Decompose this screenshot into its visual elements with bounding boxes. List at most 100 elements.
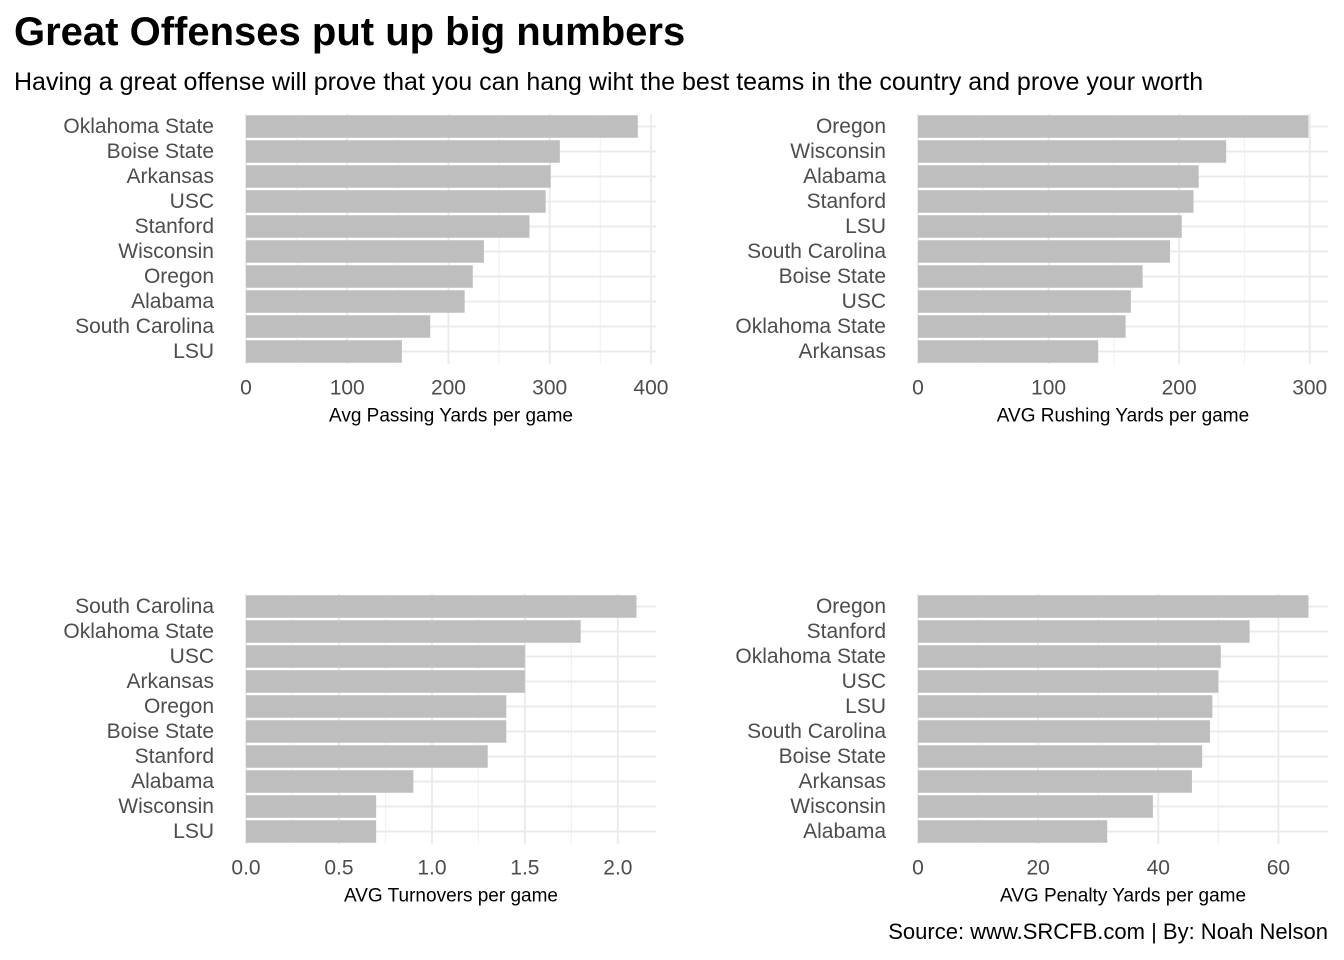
- category-label: LSU: [845, 215, 886, 238]
- category-label: USC: [170, 190, 214, 213]
- bar-oklahoma-state: [246, 620, 581, 643]
- x-tick-label: 400: [633, 377, 668, 400]
- source-caption: Source: www.SRCFB.com | By: Noah Nelson: [888, 919, 1328, 944]
- bar-oregon: [246, 265, 473, 288]
- bar-lsu: [918, 695, 1213, 718]
- x-tick-label: 0: [912, 377, 924, 400]
- category-label: Stanford: [135, 745, 214, 768]
- x-tick-label: 0: [912, 857, 924, 880]
- bar-usc: [918, 290, 1131, 313]
- x-tick-label: 300: [1292, 377, 1327, 400]
- category-label: Wisconsin: [118, 795, 214, 818]
- category-label: Boise State: [779, 745, 886, 768]
- bar-stanford: [246, 215, 530, 238]
- x-tick-label: 2.0: [603, 857, 632, 880]
- bar-arkansas: [918, 340, 1099, 363]
- bar-lsu: [246, 820, 377, 843]
- category-label: Wisconsin: [790, 795, 886, 818]
- category-label: South Carolina: [747, 240, 886, 263]
- category-label: Boise State: [107, 720, 214, 743]
- category-label: Arkansas: [126, 670, 214, 693]
- category-label: Alabama: [803, 820, 886, 843]
- category-label: South Carolina: [747, 720, 886, 743]
- bar-lsu: [918, 215, 1182, 238]
- category-label: Alabama: [803, 165, 886, 188]
- bar-arkansas: [246, 165, 551, 188]
- x-tick-label: 200: [431, 377, 466, 400]
- bar-south-carolina: [246, 595, 637, 618]
- bar-arkansas: [246, 670, 525, 693]
- category-label: LSU: [845, 695, 886, 718]
- bar-boise-state: [918, 745, 1203, 768]
- bar-boise-state: [246, 720, 507, 743]
- bar-oklahoma-state: [918, 645, 1221, 668]
- x-tick-label: 1.0: [417, 857, 446, 880]
- category-label: Oklahoma State: [735, 645, 886, 668]
- category-label: Boise State: [779, 265, 886, 288]
- x-axis-title: AVG Rushing Yards per game: [997, 406, 1249, 427]
- x-tick-label: 0: [240, 377, 252, 400]
- bar-usc: [246, 190, 546, 213]
- bar-south-carolina: [918, 240, 1171, 263]
- bar-boise-state: [918, 265, 1143, 288]
- x-tick-label: 200: [1162, 377, 1197, 400]
- bar-oklahoma-state: [918, 315, 1126, 338]
- category-label: Stanford: [135, 215, 214, 238]
- bar-oregon: [246, 695, 507, 718]
- category-label: Oklahoma State: [63, 620, 214, 643]
- category-label: Arkansas: [798, 340, 886, 363]
- category-label: USC: [842, 670, 886, 693]
- bar-south-carolina: [918, 720, 1210, 743]
- bar-wisconsin: [918, 795, 1153, 818]
- bar-stanford: [918, 190, 1194, 213]
- category-label: Wisconsin: [790, 140, 886, 163]
- bar-wisconsin: [246, 795, 377, 818]
- x-tick-label: 20: [1026, 857, 1049, 880]
- x-tick-label: 100: [330, 377, 365, 400]
- x-tick-label: 100: [1031, 377, 1066, 400]
- x-tick-label: 1.5: [510, 857, 539, 880]
- x-tick-label: 300: [532, 377, 567, 400]
- bar-stanford: [918, 620, 1250, 643]
- bar-oregon: [918, 115, 1309, 138]
- category-label: USC: [170, 645, 214, 668]
- category-label: Oregon: [144, 265, 214, 288]
- x-tick-label: 0.5: [324, 857, 353, 880]
- bar-alabama: [918, 165, 1199, 188]
- category-label: LSU: [173, 820, 214, 843]
- bar-boise-state: [246, 140, 560, 163]
- bar-usc: [246, 645, 525, 668]
- category-label: Wisconsin: [118, 240, 214, 263]
- category-label: Oklahoma State: [735, 315, 886, 338]
- bar-wisconsin: [918, 140, 1227, 163]
- category-label: South Carolina: [75, 595, 214, 618]
- category-label: Alabama: [131, 770, 214, 793]
- bar-south-carolina: [246, 315, 431, 338]
- category-label: LSU: [173, 340, 214, 363]
- category-label: Stanford: [807, 190, 886, 213]
- category-label: Stanford: [807, 620, 886, 643]
- category-label: Oregon: [816, 595, 886, 618]
- category-label: Oregon: [816, 115, 886, 138]
- bar-arkansas: [918, 770, 1192, 793]
- bar-oregon: [918, 595, 1309, 618]
- x-axis-title: Avg Passing Yards per game: [329, 406, 573, 427]
- bar-oklahoma-state: [246, 115, 638, 138]
- x-tick-label: 60: [1267, 857, 1290, 880]
- x-tick-label: 0.0: [231, 857, 260, 880]
- x-tick-label: 40: [1147, 857, 1170, 880]
- page-subtitle: Having a great offense will prove that y…: [14, 68, 1204, 96]
- x-axis-title: AVG Penalty Yards per game: [1000, 886, 1246, 907]
- category-label: Arkansas: [126, 165, 214, 188]
- category-label: Arkansas: [798, 770, 886, 793]
- bar-alabama: [918, 820, 1108, 843]
- bar-alabama: [246, 290, 465, 313]
- page-title: Great Offenses put up big numbers: [14, 10, 686, 54]
- category-label: Oregon: [144, 695, 214, 718]
- category-label: South Carolina: [75, 315, 214, 338]
- category-label: Alabama: [131, 290, 214, 313]
- category-label: Boise State: [107, 140, 214, 163]
